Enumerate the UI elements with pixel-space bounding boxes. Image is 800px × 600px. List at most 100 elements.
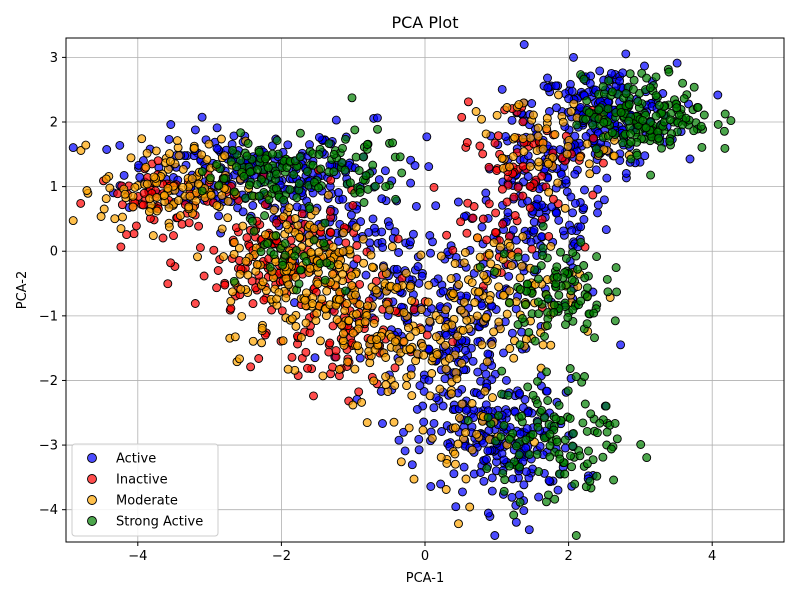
data-point xyxy=(472,311,482,321)
data-point xyxy=(677,120,687,130)
data-point xyxy=(229,249,239,259)
data-point xyxy=(142,179,152,189)
data-point xyxy=(524,327,534,337)
data-point xyxy=(651,91,661,101)
data-point xyxy=(324,190,333,200)
data-point xyxy=(358,152,368,162)
data-point xyxy=(381,372,391,382)
data-point xyxy=(534,274,543,284)
data-point xyxy=(423,297,433,307)
data-point xyxy=(609,475,619,485)
data-point xyxy=(566,192,576,202)
data-point xyxy=(427,369,437,378)
data-point xyxy=(243,139,253,148)
data-point xyxy=(498,290,508,300)
data-point xyxy=(372,113,382,123)
data-point xyxy=(457,399,467,409)
data-point xyxy=(552,272,562,282)
data-point xyxy=(407,460,417,470)
data-point xyxy=(130,182,140,192)
data-point xyxy=(334,188,343,197)
data-point xyxy=(473,367,483,377)
data-point xyxy=(483,349,493,359)
data-point xyxy=(624,116,634,126)
data-point xyxy=(507,328,517,338)
data-point xyxy=(481,188,491,198)
data-point xyxy=(410,161,420,170)
data-point xyxy=(543,396,553,405)
legend-box xyxy=(71,443,219,537)
data-point xyxy=(391,194,401,204)
data-point xyxy=(616,340,626,350)
data-point xyxy=(409,305,419,315)
data-point xyxy=(554,215,564,225)
data-point xyxy=(394,435,404,445)
data-point xyxy=(281,293,291,303)
data-point xyxy=(131,221,141,231)
data-point xyxy=(442,458,452,468)
data-point xyxy=(387,242,397,252)
data-point xyxy=(350,364,360,374)
data-point xyxy=(388,138,398,148)
data-point xyxy=(214,211,224,221)
data-point xyxy=(495,242,505,252)
data-point xyxy=(263,163,273,173)
data-point xyxy=(390,381,400,390)
data-point xyxy=(582,283,592,293)
data-point xyxy=(325,206,335,216)
data-point xyxy=(271,169,281,179)
data-point xyxy=(672,103,682,113)
data-point xyxy=(611,263,621,273)
data-point xyxy=(603,287,613,297)
data-point xyxy=(468,356,478,366)
data-point xyxy=(505,286,515,296)
data-point xyxy=(610,316,620,326)
data-point xyxy=(553,178,563,188)
y-tick-label: 0 xyxy=(50,245,58,260)
data-point xyxy=(484,162,494,172)
data-point xyxy=(511,441,521,451)
data-point xyxy=(532,449,542,459)
data-point xyxy=(510,132,520,142)
data-point xyxy=(232,162,241,172)
data-point xyxy=(358,234,368,244)
data-point xyxy=(277,306,287,316)
data-point xyxy=(679,94,689,104)
data-point xyxy=(554,400,564,410)
data-point xyxy=(116,224,126,234)
data-point xyxy=(338,246,348,256)
data-point xyxy=(448,289,458,299)
data-point xyxy=(284,203,294,213)
y-tick-label: −2 xyxy=(39,374,58,389)
data-point xyxy=(685,154,695,164)
data-point xyxy=(542,113,552,123)
data-point xyxy=(426,482,436,491)
data-point xyxy=(602,427,612,437)
data-point xyxy=(119,170,129,180)
data-point xyxy=(533,422,543,432)
data-point xyxy=(139,188,149,198)
data-point xyxy=(235,354,244,364)
data-point xyxy=(519,147,529,157)
data-point xyxy=(560,469,570,479)
data-point xyxy=(576,296,586,306)
data-point xyxy=(585,169,595,179)
data-point xyxy=(380,166,390,176)
data-point xyxy=(348,200,358,210)
data-point xyxy=(220,280,230,290)
data-point xyxy=(301,288,311,298)
data-point xyxy=(699,110,709,120)
data-point xyxy=(494,317,504,327)
data-point xyxy=(566,107,576,116)
data-point xyxy=(479,476,489,486)
data-point xyxy=(315,336,325,346)
data-point xyxy=(314,132,324,142)
data-point xyxy=(603,104,613,114)
data-point xyxy=(169,231,178,241)
data-point xyxy=(598,452,608,462)
data-point xyxy=(624,100,634,109)
data-point xyxy=(278,260,288,270)
data-point xyxy=(518,117,528,127)
data-point xyxy=(532,399,542,409)
data-point xyxy=(642,453,652,463)
